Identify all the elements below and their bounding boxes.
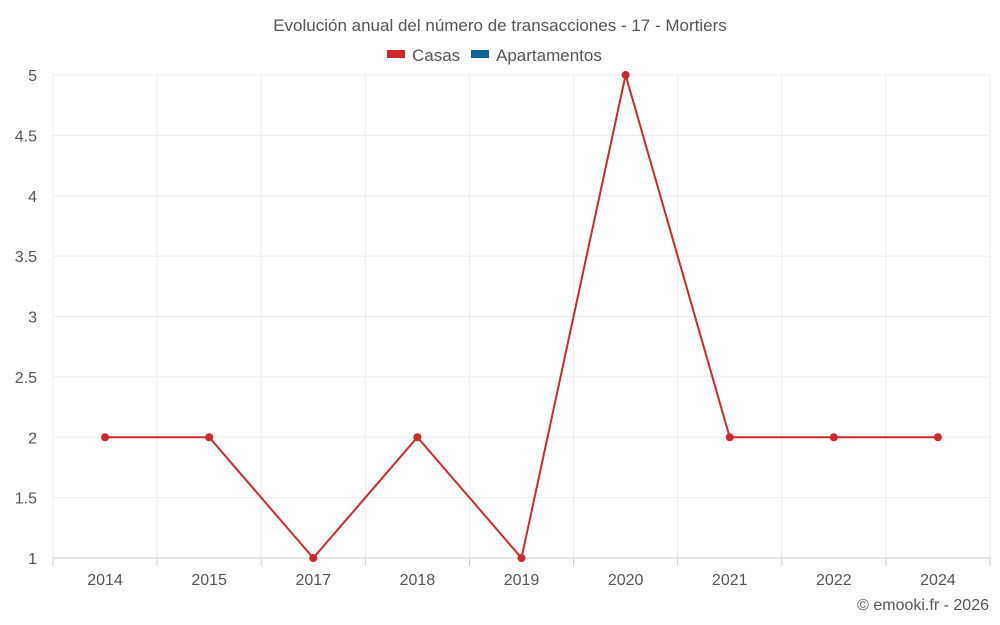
x-tick-label: 2022 [816, 572, 852, 589]
x-tick-label: 2024 [920, 572, 956, 589]
y-tick-label: 4.5 [15, 128, 37, 145]
x-tick-label: 2018 [400, 572, 436, 589]
legend: Casas Apartamentos [387, 46, 602, 65]
series-layer [101, 71, 942, 562]
x-tick-label: 2014 [87, 572, 123, 589]
y-tick-label: 5 [28, 68, 37, 85]
data-point[interactable] [829, 433, 838, 442]
x-axis-ticks: 2014 2015 2017 2018 2019 2020 2021 2022 2024 [87, 572, 956, 589]
data-point[interactable] [101, 433, 110, 442]
y-tick-label: 3.5 [15, 249, 37, 266]
y-tick-label: 1.5 [15, 491, 37, 508]
data-point[interactable] [933, 433, 942, 442]
legend-swatch-casas [387, 50, 405, 58]
data-point[interactable] [205, 433, 214, 442]
data-point[interactable] [517, 554, 526, 562]
data-point[interactable] [413, 433, 422, 442]
legend-label-apartamentos: Apartamentos [496, 46, 602, 65]
credit-text: © emooki.fr - 2026 [857, 597, 989, 614]
y-tick-label: 1 [28, 551, 37, 568]
x-tick-label: 2021 [712, 572, 748, 589]
y-axis-ticks: 1 1.5 2 2.5 3 3.5 4 4.5 5 [15, 68, 37, 568]
legend-label-casas: Casas [412, 46, 460, 65]
legend-item-apartamentos[interactable]: Apartamentos [471, 46, 602, 65]
legend-item-casas[interactable]: Casas [387, 46, 460, 65]
data-point[interactable] [725, 433, 734, 442]
data-point[interactable] [621, 71, 630, 79]
x-tick-label: 2020 [608, 572, 644, 589]
x-tick-label: 2015 [191, 572, 227, 589]
x-tick-label: 2019 [504, 572, 540, 589]
legend-swatch-apartamentos [471, 50, 489, 58]
x-tick-label: 2017 [295, 572, 331, 589]
chart-title: Evolución anual del número de transaccio… [273, 16, 727, 35]
y-tick-label: 2 [28, 430, 37, 447]
grid-lines [52, 74, 991, 558]
y-tick-label: 4 [28, 189, 37, 206]
y-tick-label: 3 [28, 310, 37, 327]
data-point[interactable] [309, 554, 318, 562]
y-tick-label: 2.5 [15, 370, 37, 387]
